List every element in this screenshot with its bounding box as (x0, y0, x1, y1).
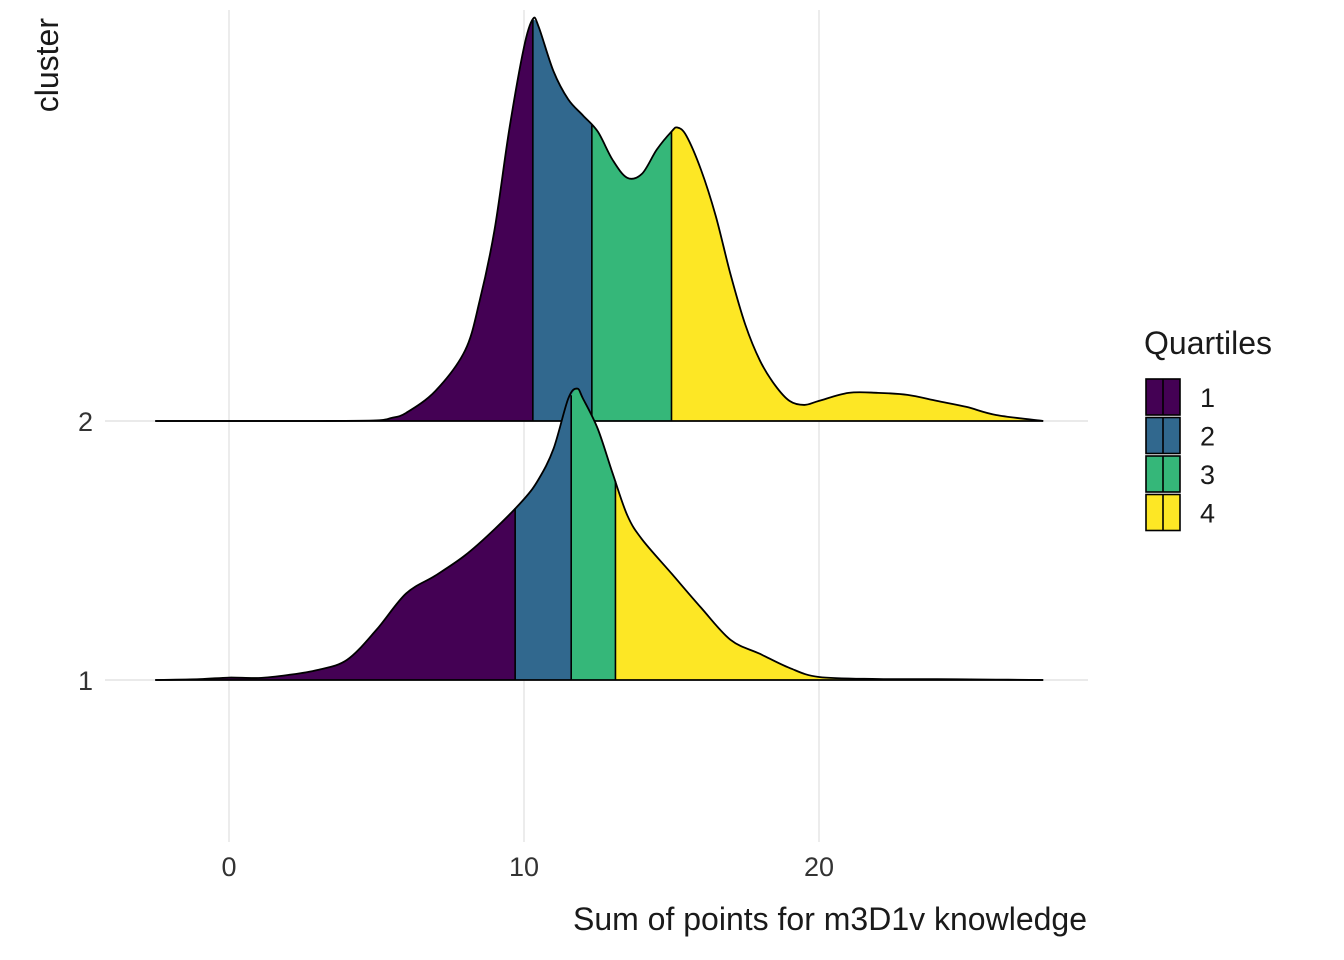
y-tick-labels: 21 (78, 407, 93, 696)
legend-entry-1: 1 (1146, 379, 1215, 415)
legend-label-4: 4 (1200, 499, 1215, 529)
x-tick-label-0: 0 (221, 852, 236, 882)
legend-label-1: 1 (1200, 383, 1215, 413)
y-tick-label-1: 1 (78, 666, 93, 696)
legend-label-2: 2 (1200, 422, 1215, 452)
ridge-1-quartile-1 (155, 508, 515, 680)
ridge-2-quartile-1 (155, 19, 533, 421)
legend: Quartiles 1 2 3 4 (1144, 325, 1272, 531)
legend-entry-3: 3 (1146, 456, 1215, 492)
ridge-2-quartile-3 (592, 125, 672, 421)
density-ridges (155, 18, 1043, 680)
x-tick-label-2: 20 (804, 852, 834, 882)
legend-entry-4: 4 (1146, 495, 1215, 531)
ridge-1-quartile-4 (615, 481, 1043, 680)
ridge-2-quartile-4 (672, 127, 1044, 421)
y-axis-title: cluster (29, 18, 65, 113)
ridge-cluster-2 (155, 18, 1043, 421)
x-axis-title: Sum of points for m3D1v knowledge (573, 901, 1087, 937)
ridge-2-quartile-2 (533, 19, 592, 421)
legend-title: Quartiles (1144, 325, 1272, 361)
x-tick-label-1: 10 (509, 852, 539, 882)
x-tick-labels: 0 10 20 (221, 852, 834, 882)
ridge-1-quartile-3 (571, 389, 615, 680)
legend-label-3: 3 (1200, 460, 1215, 490)
y-tick-label-2: 2 (78, 407, 93, 437)
legend-entry-2: 2 (1146, 418, 1215, 454)
ridge-cluster-1 (155, 389, 1043, 680)
